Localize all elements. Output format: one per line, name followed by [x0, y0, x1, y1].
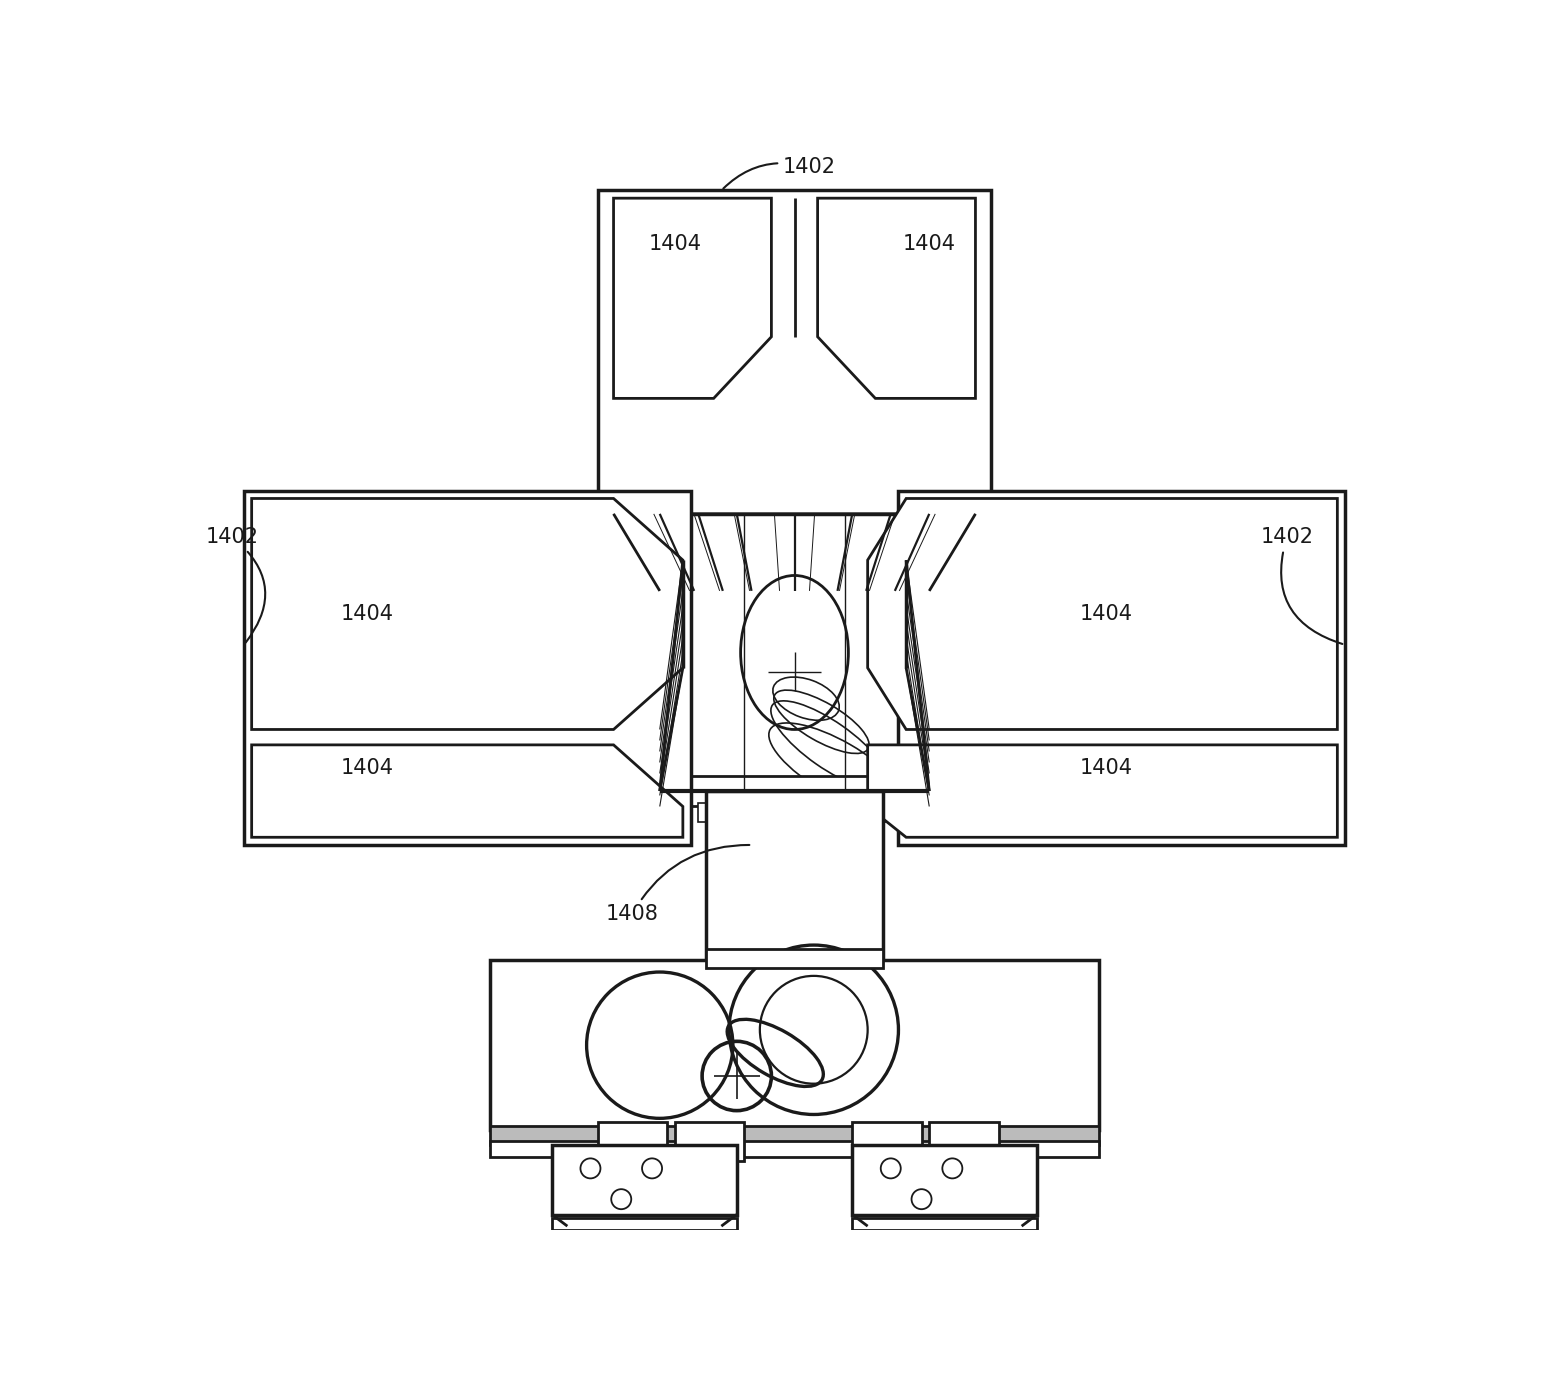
- Bar: [244, 491, 690, 844]
- Polygon shape: [251, 745, 682, 837]
- Bar: [490, 1142, 1098, 1157]
- Text: 1402: 1402: [205, 527, 265, 643]
- Text: 1404: 1404: [1079, 757, 1132, 778]
- Text: 1404: 1404: [903, 235, 955, 254]
- Bar: [898, 491, 1345, 844]
- Text: 1402: 1402: [1261, 527, 1343, 644]
- Bar: [851, 1219, 1038, 1230]
- Bar: [552, 1146, 737, 1215]
- Bar: [851, 1146, 1038, 1215]
- Polygon shape: [817, 198, 976, 398]
- Bar: [599, 191, 991, 514]
- Polygon shape: [614, 198, 771, 398]
- Bar: [706, 949, 883, 969]
- Polygon shape: [251, 499, 682, 730]
- Text: 1404: 1404: [1079, 604, 1132, 625]
- Bar: [929, 1122, 999, 1161]
- Bar: [706, 791, 883, 969]
- Bar: [682, 775, 906, 807]
- Bar: [490, 1126, 1098, 1146]
- Polygon shape: [867, 499, 1337, 730]
- Bar: [675, 1122, 744, 1161]
- Text: 1404: 1404: [341, 604, 394, 625]
- Polygon shape: [867, 745, 1337, 837]
- Text: 1404: 1404: [341, 757, 394, 778]
- Text: 1402: 1402: [723, 158, 836, 188]
- Bar: [698, 803, 890, 822]
- Text: 1404: 1404: [648, 235, 701, 254]
- Bar: [552, 1219, 737, 1230]
- Bar: [851, 1122, 921, 1161]
- Bar: [599, 1122, 667, 1161]
- Bar: [659, 514, 929, 791]
- Bar: [490, 960, 1098, 1130]
- Polygon shape: [614, 514, 976, 591]
- Text: 1408: 1408: [606, 844, 749, 925]
